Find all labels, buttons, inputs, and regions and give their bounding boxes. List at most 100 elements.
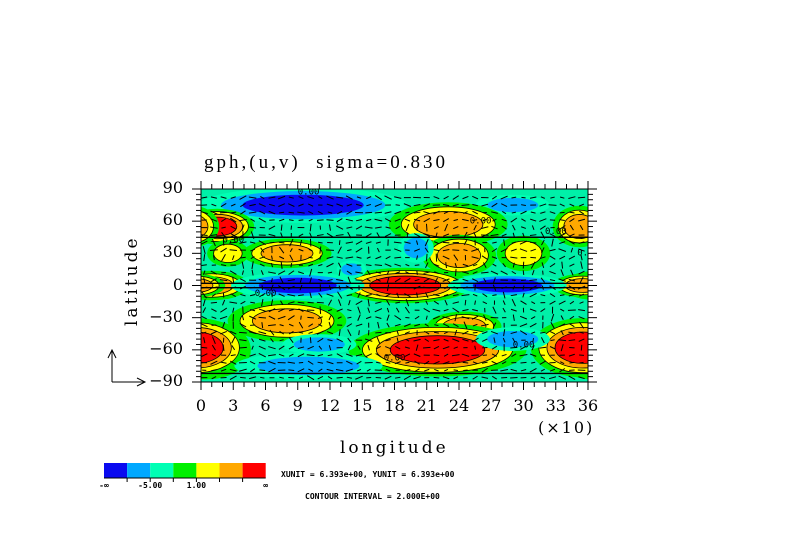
wind-vector [472, 271, 478, 275]
wind-vectors: 0.00 0.00 0.00 0.00 0.00 0.00 0.00 0.00 [201, 189, 599, 381]
wind-vector [280, 232, 284, 238]
wind-vector [337, 291, 343, 299]
wind-vector [452, 338, 460, 342]
wind-vector [365, 316, 372, 320]
wind-vector [396, 330, 399, 335]
wind-vector [239, 278, 246, 283]
wind-vector [230, 203, 236, 207]
wind-vector [512, 314, 515, 321]
wind-vector [268, 210, 276, 215]
wind-vector [414, 264, 420, 266]
wind-vector [416, 240, 419, 245]
wind-vector [500, 368, 509, 372]
wind-vector [327, 309, 333, 312]
wind-vector [435, 232, 438, 238]
wind-vector [239, 331, 247, 334]
wind-vector [461, 316, 470, 320]
contour-region [0, 332, 112, 369]
wind-vector [307, 345, 314, 350]
wind-vector [451, 361, 460, 365]
wind-vector [348, 300, 351, 306]
wind-vector [326, 331, 334, 335]
wind-vector [366, 218, 372, 222]
wind-vector [511, 353, 517, 358]
wind-vector [404, 241, 411, 244]
wind-vector [442, 361, 450, 365]
filled-contours [0, 189, 588, 380]
wind-vector [327, 354, 333, 357]
wind-vector [529, 196, 537, 199]
wind-vector [512, 224, 516, 231]
wind-vector [201, 286, 208, 289]
x-scale-note: (×10) [538, 418, 595, 437]
wind-vector [287, 301, 295, 305]
wind-vector [327, 376, 333, 380]
wind-vector [221, 226, 226, 229]
wind-vector [288, 219, 294, 221]
wind-vector [512, 262, 515, 268]
wind-vector [385, 346, 392, 350]
wind-vector [384, 375, 392, 380]
wind-vector [511, 298, 516, 307]
wind-vector [483, 278, 487, 283]
wind-vector [521, 279, 526, 281]
y-tick-label: −30 [149, 306, 183, 326]
wind-vector [279, 256, 285, 260]
wind-vector [221, 253, 226, 262]
wind-vector [366, 270, 371, 276]
wind-vector [444, 299, 448, 306]
wind-vector [445, 262, 447, 269]
wind-vector [521, 204, 526, 206]
wind-vector [288, 330, 294, 335]
wind-vector [463, 286, 468, 289]
wind-vector [356, 256, 362, 259]
wind-vector [451, 354, 460, 357]
wind-vector [404, 218, 411, 222]
contour-region [0, 271, 75, 301]
wind-vector [452, 323, 459, 328]
wind-vector [287, 285, 295, 290]
contour-region [50, 243, 93, 267]
wind-vector [548, 376, 557, 380]
wind-vector [503, 239, 506, 246]
wind-vector [249, 203, 256, 207]
wind-vector [578, 270, 585, 275]
contour-label: 0.00 [577, 248, 599, 258]
wind-vector [454, 263, 457, 268]
wind-vector [347, 276, 352, 284]
wind-vector [520, 210, 527, 215]
wind-vector [425, 253, 428, 262]
wind-vector [221, 232, 227, 239]
wind-vector [443, 353, 449, 357]
x-tick-label: 9 [292, 396, 303, 415]
wind-vector [443, 233, 450, 237]
wind-vector [549, 233, 556, 237]
wind-vector [471, 337, 479, 343]
wind-vector [395, 271, 401, 274]
wind-vector [472, 278, 479, 282]
wind-vector [482, 293, 488, 298]
wind-vector [289, 254, 294, 261]
wind-vector [211, 369, 217, 372]
wind-vector [423, 217, 431, 223]
wind-vector [405, 286, 410, 289]
wind-vector [239, 285, 246, 290]
wind-vector [463, 231, 468, 239]
wind-vector [355, 375, 363, 380]
wind-vector [520, 345, 527, 350]
wind-vector [578, 203, 585, 207]
contour-region [586, 201, 588, 209]
x-tick-label: 27 [481, 396, 502, 415]
wind-vector [501, 361, 507, 365]
wind-vector [425, 223, 428, 232]
wind-vector [473, 224, 477, 231]
wind-vector [318, 345, 323, 350]
wind-vector [510, 308, 517, 312]
wind-vector [279, 276, 284, 284]
wind-vector [375, 256, 382, 260]
wind-vector [452, 301, 460, 304]
wind-vector [540, 368, 545, 372]
wind-vector [258, 316, 267, 319]
wind-vector [277, 315, 286, 320]
wind-vector [251, 261, 254, 270]
